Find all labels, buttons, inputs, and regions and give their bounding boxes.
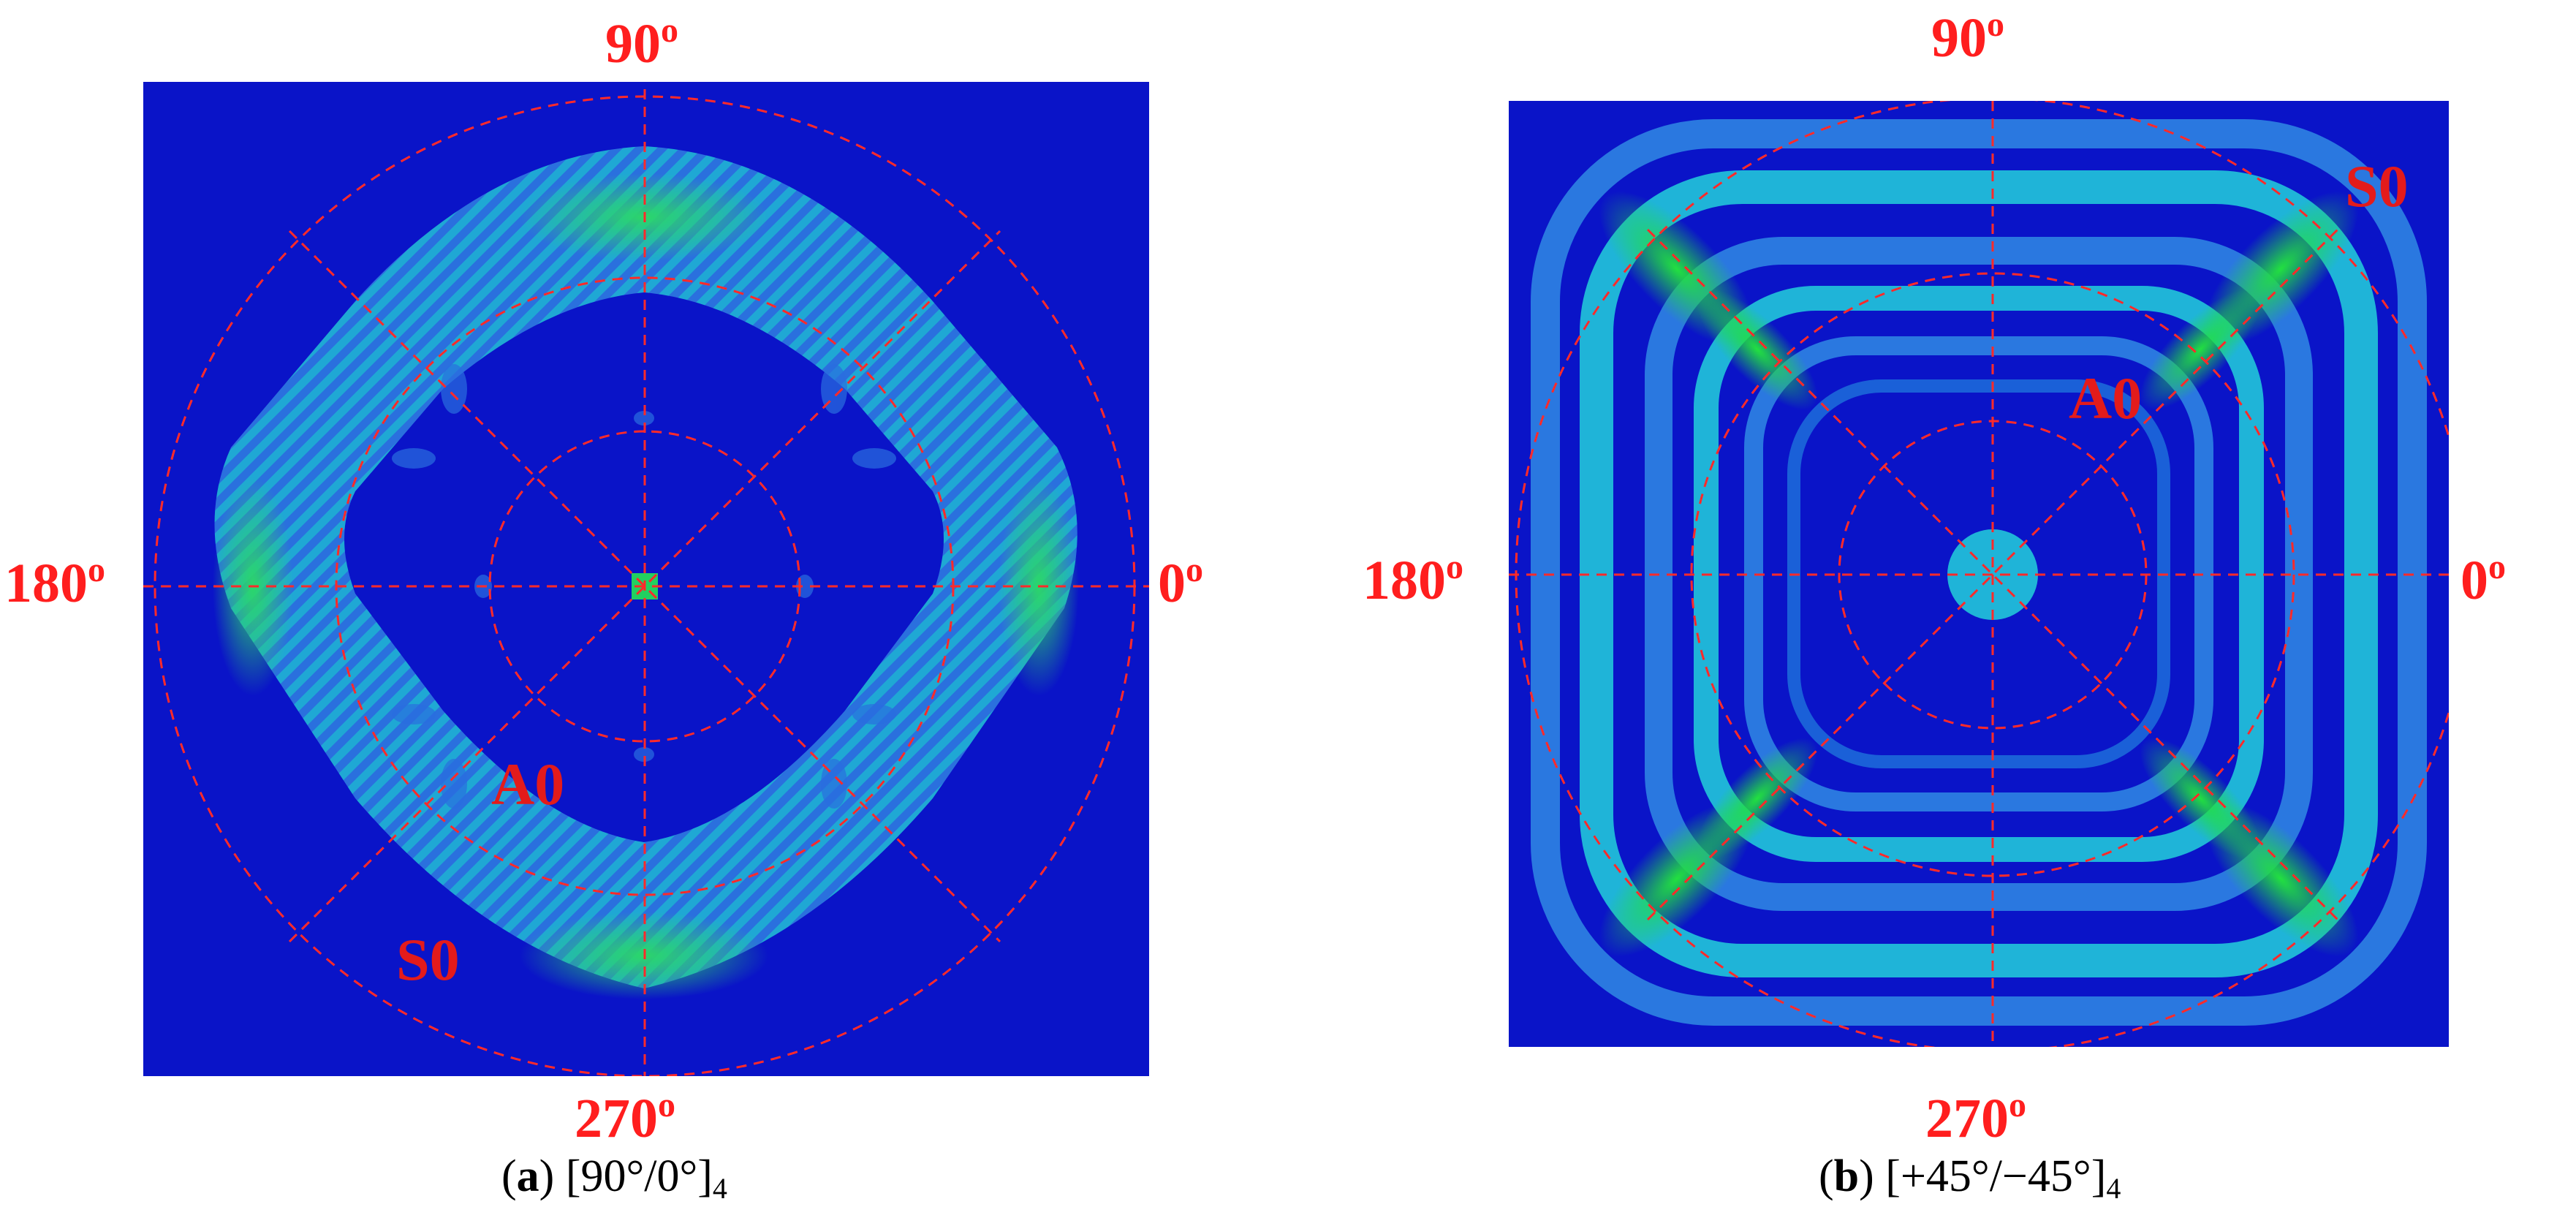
corner-lobes [1599, 191, 2359, 957]
caption-b: (b) [+45°/−45°]4 [1819, 1151, 2121, 1205]
mode-label-s0: S0 [396, 926, 460, 993]
angle-label-right: 0o [1158, 550, 1203, 614]
polar-grid [1509, 101, 2449, 1047]
panel-b: 90o 180o 0o 270o A0 S0 (b) [+45°/−45°]4 [1288, 0, 2576, 1226]
panel-a: 90o 180o 0o 270o A0 S0 (a) [90°/0°]4 [4, 11, 1203, 1206]
angle-label-left: 180o [4, 550, 105, 614]
polar-grid [143, 89, 1149, 1076]
angle-label-top: 90o [605, 11, 678, 75]
mode-label-s0: S0 [2345, 153, 2409, 219]
caption-a: (a) [90°/0°]4 [501, 1151, 727, 1205]
mode-label-a0: A0 [491, 751, 565, 817]
mode-label-a0: A0 [2069, 365, 2143, 431]
polar-map-a [143, 82, 1149, 1076]
angle-label-left: 180o [1363, 548, 1463, 611]
angle-label-bottom: 270o [1925, 1086, 2026, 1149]
polar-map-b-svg [1509, 101, 2449, 1047]
polar-map-a-svg [143, 82, 1149, 1076]
angle-label-bottom: 270o [575, 1086, 675, 1149]
angle-label-right: 0o [2461, 548, 2506, 611]
polar-map-b [1509, 101, 2449, 1047]
angle-label-top: 90o [1931, 5, 2004, 69]
wavefront-band [214, 146, 1077, 988]
inner-spots [392, 364, 896, 809]
